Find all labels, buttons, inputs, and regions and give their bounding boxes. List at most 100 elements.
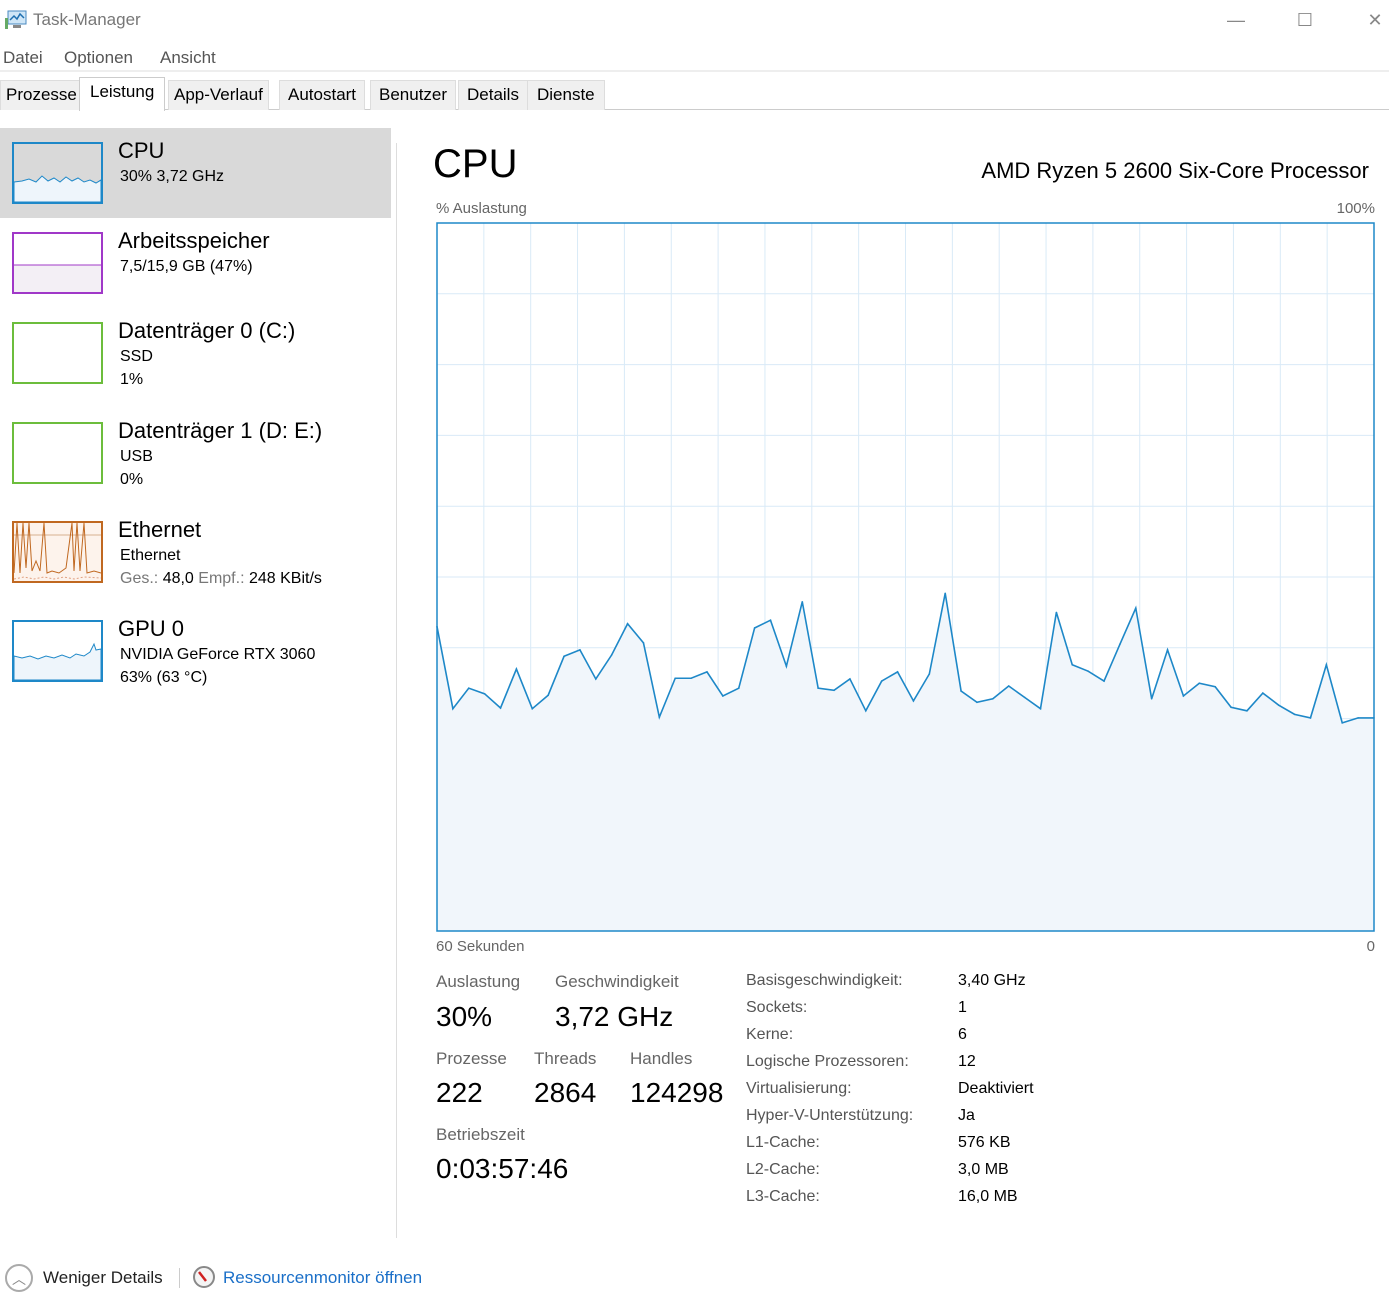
sidebar-ethernet-name: Ethernet (118, 517, 202, 542)
sidebar-item-memory[interactable]: Arbeitsspeicher 7,5/15,9 GB (47%) (0, 218, 391, 308)
data-point (1230, 706, 1232, 709)
detail-value: 6 (958, 1026, 967, 1043)
data-point (674, 677, 677, 680)
data-point (1023, 696, 1026, 699)
minimize-button[interactable]: — (1227, 10, 1245, 30)
menu-ansicht[interactable]: Ansicht (160, 48, 216, 67)
cpu-usage-chart (436, 222, 1375, 932)
tab-app-verlauf[interactable]: App-Verlauf (168, 80, 269, 110)
detail-label: L2-Cache: (746, 1161, 820, 1178)
panel-divider (396, 143, 397, 1238)
usage-line (436, 593, 1374, 724)
detail-label: L3-Cache: (746, 1188, 820, 1205)
chevron-up-icon[interactable]: ︿ (5, 1264, 33, 1292)
data-point (1103, 680, 1105, 682)
menu-optionen[interactable]: Optionen (64, 48, 133, 67)
data-point (483, 693, 486, 695)
sidebar-item-ethernet[interactable]: Ethernet Ethernet Ges.: 48,0 Empf.: 248 … (0, 507, 391, 597)
sidebar-memory-name: Arbeitsspeicher (118, 228, 270, 253)
detail-value: 12 (958, 1053, 976, 1070)
title-bar: Task-Manager — ☐ ✕ (0, 0, 1389, 42)
detail-value: Deaktiviert (958, 1080, 1034, 1097)
open-resource-monitor-link[interactable]: Ressourcenmonitor öffnen (223, 1268, 423, 1287)
detail-value: Ja (958, 1107, 975, 1124)
data-point (1262, 692, 1264, 694)
chart-border (436, 222, 1375, 932)
data-point (928, 673, 931, 675)
data-point (864, 710, 867, 712)
disk1-thumbnail-graph (12, 422, 103, 484)
data-point (610, 654, 613, 656)
sidebar-item-gpu[interactable]: GPU 0 NVIDIA GeForce RTX 3060 63% (63 °C… (0, 606, 391, 696)
sidebar-gpu-name: GPU 0 (118, 616, 185, 641)
speed-value: 3,72 GHz (555, 1001, 674, 1032)
tab-details[interactable]: Details (458, 80, 528, 110)
tab-dienste[interactable]: Dienste (527, 80, 605, 110)
detail-value: 16,0 MB (958, 1188, 1018, 1205)
sidebar-disk0-usage: 1% (120, 371, 144, 388)
gpu-thumbnail-graph (12, 620, 103, 682)
data-point (896, 671, 899, 673)
data-point (1198, 682, 1201, 684)
detail-label: Kerne: (746, 1026, 794, 1043)
data-point (1166, 649, 1169, 651)
cpu-thumbnail-graph (12, 142, 103, 204)
data-point (467, 687, 470, 689)
sidebar-memory-usage: 7,5/15,9 GB (47%) (120, 258, 253, 275)
sidebar-disk0-type: SSD (120, 348, 153, 365)
data-point (547, 694, 549, 697)
sidebar-item-cpu[interactable]: CPU 30% 3,72 GHz (0, 128, 391, 218)
detail-label: Hyper-V-Unterstützung: (746, 1107, 914, 1124)
tab-benutzer[interactable]: Benutzer (370, 80, 457, 110)
maximize-button[interactable]: ☐ (1296, 10, 1314, 30)
processes-value: 222 (436, 1077, 483, 1108)
data-point (1309, 717, 1312, 719)
data-point (1357, 717, 1359, 719)
tab-prozesse[interactable]: Prozesse (0, 80, 83, 110)
data-point (1150, 697, 1153, 700)
data-point (1119, 643, 1121, 646)
threads-value: 2864 (534, 1077, 597, 1108)
data-point (1214, 685, 1216, 688)
footer-separator (179, 1268, 180, 1288)
detail-label: Sockets: (746, 999, 808, 1016)
sidebar-item-disk1[interactable]: Datenträger 1 (D: E:) USB 0% (0, 408, 391, 498)
data-point (833, 689, 835, 692)
data-point (626, 622, 629, 625)
footer: ︿ Weniger Details Ressourcenmonitor öffn… (0, 1262, 450, 1296)
data-point (595, 678, 597, 680)
sidebar-item-disk0[interactable]: Datenträger 0 (C:) SSD 1% (0, 308, 391, 398)
sidebar-gpu-model: NVIDIA GeForce RTX 3060 (120, 646, 316, 663)
handles-value: 124298 (630, 1077, 724, 1108)
data-point (849, 678, 851, 680)
detail-label: Basisgeschwindigkeit: (746, 972, 903, 989)
fewer-details-button[interactable]: Weniger Details (43, 1268, 163, 1287)
uptime-label: Betriebszeit (436, 1125, 525, 1144)
sidebar-disk1-type: USB (120, 448, 153, 465)
x-axis-right-label: 0 (1366, 938, 1375, 955)
data-point (1293, 713, 1296, 716)
send-value: 48,0 (162, 570, 194, 587)
window-title: Task-Manager (33, 10, 141, 29)
data-point (1055, 611, 1058, 614)
data-point (1039, 707, 1042, 710)
x-axis-left-label: 60 Sekunden (436, 938, 525, 955)
handles-label: Handles (630, 1049, 693, 1068)
detail-value: 3,0 MB (958, 1161, 1009, 1178)
data-point (642, 642, 645, 644)
data-point (531, 707, 534, 710)
detail-label: Virtualisierung: (746, 1080, 852, 1097)
usage-area (437, 593, 1374, 931)
data-point (515, 668, 518, 670)
close-button[interactable]: ✕ (1367, 10, 1383, 30)
data-point (1325, 663, 1328, 666)
tab-leistung[interactable]: Leistung (79, 77, 166, 111)
detail-value: 3,40 GHz (958, 972, 1026, 989)
tab-autostart[interactable]: Autostart (279, 80, 366, 110)
recv-value: 248 KBit/s (248, 570, 322, 587)
resource-monitor-icon (193, 1266, 215, 1288)
menu-datei[interactable]: Datei (3, 48, 43, 67)
data-point (658, 716, 661, 718)
sidebar-disk1-usage: 0% (120, 471, 144, 488)
y-axis-max-label: 100% (1336, 200, 1375, 217)
